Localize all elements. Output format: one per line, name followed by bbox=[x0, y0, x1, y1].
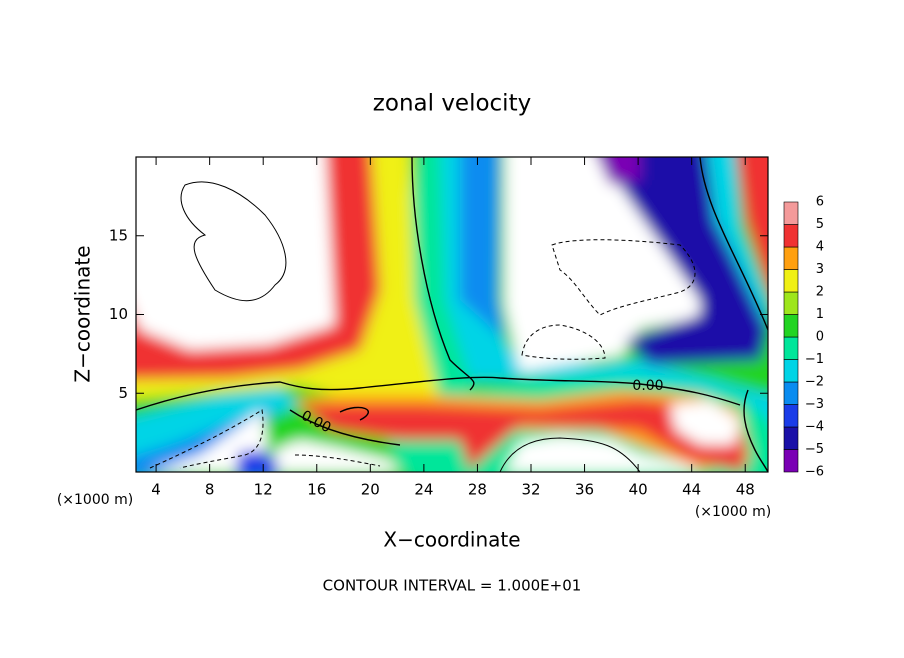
colorbar-label: −2 bbox=[805, 375, 824, 390]
colorbar-box bbox=[783, 224, 799, 248]
footer-note: CONTOUR INTERVAL = 1.000E+01 bbox=[323, 577, 582, 595]
contour-lines bbox=[136, 157, 768, 472]
contour-negative bbox=[149, 239, 696, 469]
contour-fill bbox=[300, 400, 745, 472]
colorbar-label: −3 bbox=[805, 397, 824, 412]
contour-zero bbox=[136, 157, 741, 411]
chart-title: zonal velocity bbox=[373, 91, 531, 117]
field-fill bbox=[136, 157, 768, 472]
colorbar-box bbox=[783, 269, 799, 293]
out-of-range bbox=[505, 436, 700, 472]
x-tick-label: 4 bbox=[151, 481, 161, 499]
x-tick-label: 48 bbox=[736, 481, 755, 499]
x-tick-label: 24 bbox=[414, 481, 433, 499]
field: 0.00 0.00 bbox=[136, 157, 768, 472]
x-tick-label: 20 bbox=[361, 481, 380, 499]
colorbar-box bbox=[783, 336, 799, 360]
out-of-range bbox=[136, 157, 335, 350]
contour-fill bbox=[707, 157, 768, 330]
contour-fill bbox=[737, 157, 768, 288]
contour-fill bbox=[599, 157, 768, 365]
colorbar-box bbox=[783, 404, 799, 428]
x-tick-label: 28 bbox=[468, 481, 487, 499]
colorbar-label: −1 bbox=[805, 352, 824, 367]
out-of-range bbox=[670, 400, 740, 445]
colorbar-label: 4 bbox=[816, 240, 824, 255]
contour-zero bbox=[699, 157, 768, 472]
colorbar-label: 3 bbox=[816, 262, 824, 277]
colorbar-box bbox=[783, 314, 799, 338]
colorbar-label: 5 bbox=[816, 217, 824, 232]
x-tick-label: 8 bbox=[205, 481, 215, 499]
y-tick-label: 5 bbox=[118, 384, 128, 402]
contour-fill bbox=[460, 157, 505, 340]
contour-fill bbox=[236, 450, 278, 472]
colorbar-box bbox=[783, 426, 799, 450]
contour-label: 0.00 bbox=[632, 378, 663, 394]
colorbar-label: −5 bbox=[805, 442, 824, 457]
out-of-range bbox=[275, 440, 400, 472]
y-axis-label: Z−coordinate bbox=[71, 245, 95, 382]
contour-zero bbox=[289, 406, 401, 446]
colorbar-label: −4 bbox=[805, 420, 824, 435]
colorbar-box bbox=[783, 359, 799, 383]
x-unit-label: (×1000 m) bbox=[695, 504, 771, 520]
y-tick-label: 10 bbox=[109, 305, 128, 323]
x-tick-label: 36 bbox=[575, 481, 594, 499]
colorbar-label: 2 bbox=[816, 285, 824, 300]
colorbar-box bbox=[783, 201, 799, 225]
colorbar-label: 0 bbox=[816, 330, 824, 345]
contour-fill bbox=[597, 157, 640, 185]
x-axis-label: X−coordinate bbox=[383, 528, 520, 552]
colorbar-box bbox=[783, 449, 799, 473]
x-tick-label: 44 bbox=[682, 481, 701, 499]
colorbar-label: 1 bbox=[816, 307, 824, 322]
colorbar-box bbox=[783, 381, 799, 405]
x-tick-label: 16 bbox=[307, 481, 326, 499]
contour-positive bbox=[499, 437, 641, 472]
x-unit-label: (×1000 m) bbox=[57, 492, 133, 508]
colorbar-label: −6 bbox=[805, 465, 824, 480]
y-tick-label: 15 bbox=[109, 226, 128, 244]
x-tick-label: 12 bbox=[254, 481, 273, 499]
colorbar-label: 6 bbox=[816, 195, 824, 210]
x-tick-label: 40 bbox=[629, 481, 648, 499]
x-tick-label: 32 bbox=[521, 481, 540, 499]
colorbar-box bbox=[783, 291, 799, 315]
contour-positive bbox=[180, 181, 287, 302]
colorbar-box bbox=[783, 246, 799, 270]
